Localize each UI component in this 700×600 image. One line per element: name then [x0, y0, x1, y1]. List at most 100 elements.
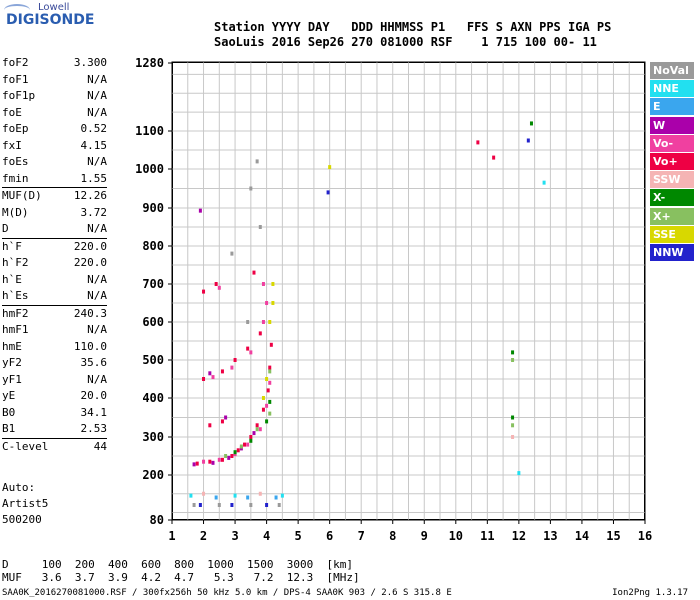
param-row: h`F2 220.0	[2, 255, 107, 272]
data-point-vo	[258, 331, 262, 336]
param-row: B1 2.53	[2, 421, 107, 438]
data-point-sse	[271, 301, 275, 305]
data-point-noval	[255, 159, 259, 164]
x-tick-label: 12	[512, 529, 526, 543]
legend-item-w: W	[650, 116, 694, 134]
data-point-vo	[230, 454, 234, 458]
param-row: C-level 44	[2, 439, 107, 456]
data-point-vo	[217, 457, 221, 462]
data-point-vo	[492, 155, 496, 160]
footer-file-info: SAA0K_2016270081000.RSF / 300fx256h 50 k…	[2, 588, 452, 598]
data-point-vo	[246, 346, 250, 351]
data-point-vo	[265, 403, 269, 408]
param-row: yF1 N/A	[2, 372, 107, 389]
data-point-sse	[271, 282, 275, 286]
param-row: yE 20.0	[2, 388, 107, 405]
param-row: h`Es N/A	[2, 288, 107, 305]
param-label: MUF(D)	[2, 189, 42, 202]
param-label: h`F2	[2, 256, 29, 269]
data-point-x	[224, 454, 228, 458]
param-label: D	[2, 222, 9, 235]
data-point-vo	[261, 282, 265, 286]
data-point-x	[268, 369, 272, 374]
data-point-ssw	[258, 491, 262, 496]
data-point-nnw	[326, 190, 330, 195]
data-point-vo	[214, 282, 218, 286]
data-point-vo	[208, 459, 212, 464]
data-point-noval	[217, 503, 221, 507]
param-label: h`E	[2, 272, 22, 286]
param-value: 35.6	[80, 356, 108, 369]
y-tick-label: 900	[142, 201, 164, 215]
data-point-w	[208, 371, 212, 376]
param-label: yF2	[2, 356, 22, 369]
data-point-x	[268, 399, 272, 404]
data-point-vo	[195, 461, 199, 466]
param-row: foF2 3.300	[2, 55, 107, 72]
legend-item-e: E	[650, 98, 694, 116]
y-tick-label: 1280	[135, 56, 164, 70]
logo-top-text: Lowell	[38, 2, 70, 13]
data-point-vo	[258, 427, 262, 432]
data-point-nnw	[526, 138, 530, 143]
header-labels: Station YYYY DAY DDD HHMMSS P1 FFS S AXN…	[214, 20, 612, 34]
data-point-vo	[246, 442, 250, 447]
auto-artist: Artist5	[2, 497, 49, 510]
param-label: yE	[2, 389, 16, 402]
x-tick-label: 15	[606, 529, 620, 543]
param-row: foEp 0.52	[2, 121, 107, 138]
data-point-w	[224, 415, 228, 420]
x-tick-label: 11	[480, 529, 494, 543]
data-point-vo	[266, 388, 270, 393]
x-tick-label: 10	[449, 529, 463, 543]
data-point-noval	[246, 320, 250, 324]
data-point-ssw	[511, 435, 515, 439]
x-tick-label: 5	[295, 529, 302, 543]
param-label: foF1p	[2, 89, 36, 102]
param-row: foE N/A	[2, 105, 107, 122]
data-point-vo	[220, 457, 224, 462]
legend-item-nne: NNE	[650, 80, 694, 98]
data-point-vo	[208, 423, 212, 428]
data-point-vo	[202, 289, 206, 294]
param-label: foEp	[2, 122, 29, 135]
param-value: 12.26	[73, 189, 107, 202]
data-point-x	[249, 438, 253, 443]
data-point-vo	[268, 380, 272, 385]
param-value: 34.1	[80, 405, 108, 419]
data-point-vo	[243, 442, 247, 447]
param-value: 220.0	[73, 239, 107, 253]
data-point-vo	[252, 270, 256, 275]
param-row: foF1 N/A	[2, 72, 107, 89]
data-point-x	[511, 423, 515, 428]
data-point-vo	[211, 375, 215, 380]
legend-item-nnw: NNW	[650, 243, 694, 261]
param-value: 3.300	[73, 56, 107, 69]
param-label: hmF1	[2, 323, 29, 336]
data-point-e	[214, 495, 218, 500]
param-label: fxI	[2, 138, 22, 152]
param-label: M(D)	[2, 205, 29, 219]
data-point-sse	[265, 377, 269, 381]
y-tick-label: 700	[142, 277, 164, 291]
param-value: 44	[93, 439, 107, 453]
data-point-vo	[202, 459, 206, 464]
param-row: hmF1 N/A	[2, 322, 107, 339]
y-tick-label: 800	[142, 239, 164, 253]
param-label: foF1	[2, 72, 29, 86]
param-row: D N/A	[2, 221, 107, 238]
parameter-panel: foF2 3.300 foF1 N/A foF1p N/A foE N/A foEp 0.52 fx…	[2, 55, 107, 455]
data-point-x	[511, 358, 515, 362]
param-value: N/A	[87, 323, 107, 336]
param-row: hmF2 240.3	[2, 306, 107, 323]
data-point-w	[192, 462, 196, 467]
param-row: fxI 4.15	[2, 138, 107, 155]
data-point-noval	[277, 503, 281, 507]
y-tick-label: 1000	[135, 162, 164, 176]
param-value: N/A	[87, 155, 107, 168]
legend-item-vo: Vo+	[650, 152, 694, 170]
param-row: hmE 110.0	[2, 339, 107, 356]
param-label: C-level	[2, 439, 49, 453]
param-label: hmE	[2, 339, 22, 353]
param-separator	[2, 304, 107, 306]
